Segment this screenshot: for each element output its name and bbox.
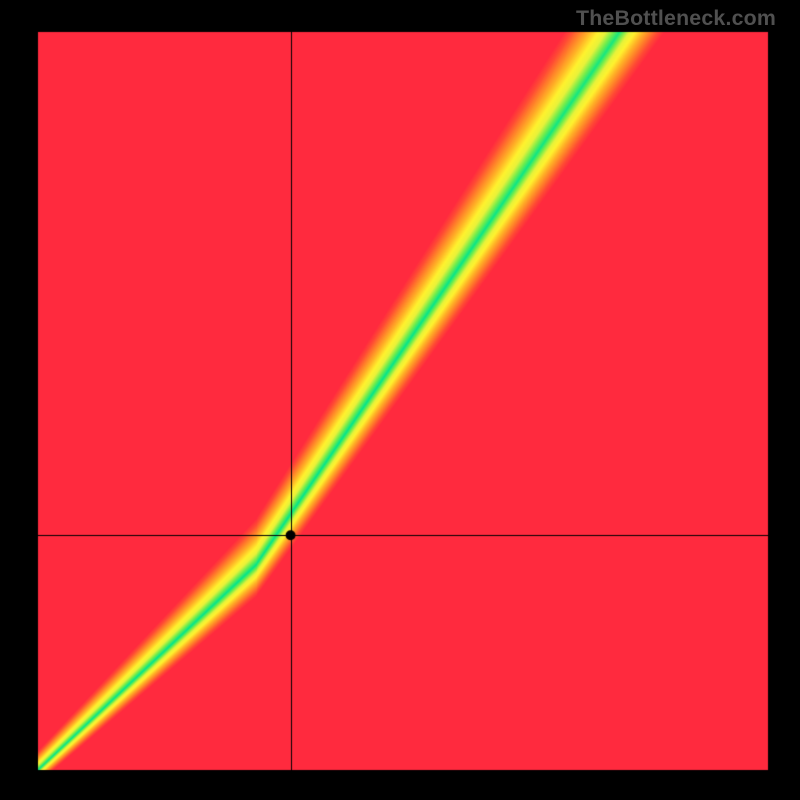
- chart-frame: TheBottleneck.com: [0, 0, 800, 800]
- bottleneck-heatmap: [0, 0, 800, 800]
- watermark-text: TheBottleneck.com: [576, 6, 776, 31]
